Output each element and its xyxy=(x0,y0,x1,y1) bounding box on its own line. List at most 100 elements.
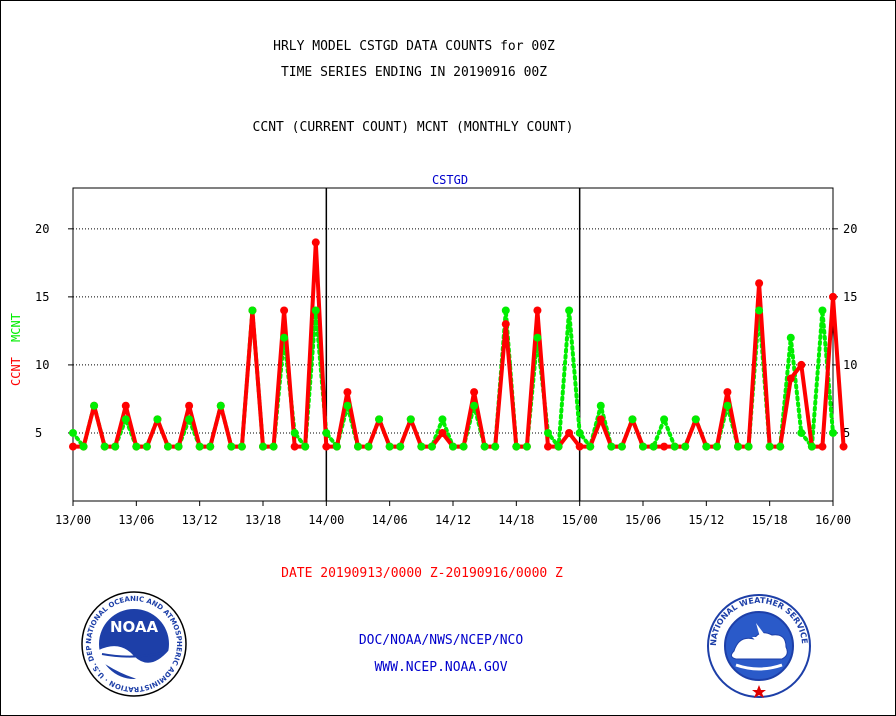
x-tick-label-1: 13/06 xyxy=(118,513,154,527)
mcnt-point-30 xyxy=(385,442,394,451)
mcnt-point-53 xyxy=(628,415,637,424)
ylabel-mcnt: MCNT xyxy=(9,313,23,342)
x-tick-label-4: 14/00 xyxy=(308,513,344,527)
ccnt-point-41 xyxy=(501,320,510,329)
mcnt-point-16 xyxy=(237,442,246,451)
mcnt-point-49 xyxy=(586,442,595,451)
mcnt-point-31 xyxy=(396,442,405,451)
footer-url[interactable]: WWW.NCEP.NOAA.GOV xyxy=(374,660,508,675)
ccnt-point-71 xyxy=(818,442,827,451)
mcnt-point-13 xyxy=(206,442,215,451)
title-line-2: TIME SERIES ENDING IN 20190916 00Z xyxy=(280,65,548,80)
ccnt-point-62 xyxy=(723,388,732,397)
mcnt-point-42 xyxy=(512,442,521,451)
mcnt-point-69 xyxy=(797,428,806,437)
mcnt-point-14 xyxy=(216,401,225,410)
mcnt-point-68 xyxy=(786,333,795,342)
y-tick-left-10: 10 xyxy=(35,358,49,372)
mcnt-point-0 xyxy=(69,428,77,437)
x-tick-label-2: 13/12 xyxy=(182,513,218,527)
ccnt-point-47 xyxy=(565,428,574,437)
mcnt-point-64 xyxy=(744,442,753,451)
mcnt-point-66 xyxy=(765,442,774,451)
mcnt-point-48 xyxy=(575,428,584,437)
mcnt-point-60 xyxy=(702,442,711,451)
axes xyxy=(68,187,838,506)
mcnt-point-59 xyxy=(691,415,700,424)
mcnt-point-34 xyxy=(427,442,436,451)
y-axis-labels: CCNT MCNT xyxy=(9,313,23,386)
mcnt-point-55 xyxy=(649,442,658,451)
mcnt-point-15 xyxy=(227,442,236,451)
x-tick-label-5: 14/06 xyxy=(372,513,408,527)
ccnt-point-45 xyxy=(544,442,552,451)
mcnt-point-50 xyxy=(596,401,605,410)
mcnt-point-47 xyxy=(565,306,574,315)
mcnt-point-40 xyxy=(491,442,500,451)
mcnt-point-72 xyxy=(829,428,837,437)
x-tick-label-6: 14/12 xyxy=(435,513,471,527)
mcnt-point-25 xyxy=(332,442,341,451)
x-tick-label-11: 15/18 xyxy=(752,513,788,527)
mcnt-point-24 xyxy=(322,428,331,437)
tick-labels: 5 5 10 10 15 15 20 20 13/00 13/06 13/12 13/18 14/00 1… xyxy=(35,222,857,527)
y-tick-right-5: 5 xyxy=(843,426,850,440)
mcnt-point-39 xyxy=(480,442,489,451)
mcnt-point-37 xyxy=(459,442,468,451)
mcnt-point-26 xyxy=(343,401,352,410)
x-tick-label-0: 13/00 xyxy=(55,513,91,527)
mcnt-point-61 xyxy=(712,442,721,451)
mcnt-point-70 xyxy=(807,442,816,451)
ccnt-point-38 xyxy=(470,388,479,397)
mcnt-point-41 xyxy=(501,306,510,315)
ccnt-point-56 xyxy=(660,442,669,451)
plot-label: CSTGD xyxy=(432,173,468,187)
mcnt-point-35 xyxy=(438,415,447,424)
ccnt-point-72 xyxy=(829,292,837,301)
mcnt-point-22 xyxy=(301,442,310,451)
ccnt-point-73 xyxy=(839,442,848,451)
ccnt-point-48 xyxy=(575,442,584,451)
mcnt-point-8 xyxy=(153,415,162,424)
x-tick-label-7: 14/18 xyxy=(498,513,534,527)
mcnt-series-points xyxy=(69,306,837,451)
mcnt-point-19 xyxy=(269,442,278,451)
ccnt-point-11 xyxy=(185,401,194,410)
footer-org: DOC/NOAA/NWS/NCEP/NCO xyxy=(358,633,524,648)
mcnt-point-27 xyxy=(354,442,362,451)
y-tick-left-5: 5 xyxy=(35,426,42,440)
mcnt-point-18 xyxy=(259,442,267,451)
ccnt-point-26 xyxy=(343,388,352,397)
x-tick-label-9: 15/06 xyxy=(625,513,661,527)
mcnt-point-46 xyxy=(554,442,563,451)
svg-text:NOAA: NOAA xyxy=(110,618,159,636)
mcnt-point-9 xyxy=(164,442,172,451)
mcnt-point-10 xyxy=(174,442,183,451)
y-tick-left-20: 20 xyxy=(35,222,49,236)
mcnt-point-21 xyxy=(290,428,299,437)
ccnt-point-50 xyxy=(596,415,605,424)
ccnt-point-24 xyxy=(322,442,331,451)
ccnt-point-5 xyxy=(121,401,130,410)
mcnt-point-45 xyxy=(544,428,552,437)
mcnt-point-6 xyxy=(132,442,141,451)
mcnt-point-11 xyxy=(185,415,194,424)
mcnt-point-33 xyxy=(417,442,426,451)
mcnt-point-2 xyxy=(90,401,99,410)
x-tick-label-10: 15/12 xyxy=(688,513,724,527)
y-tick-right-15: 15 xyxy=(843,290,857,304)
plot-border xyxy=(72,187,834,502)
y-tick-right-10: 10 xyxy=(843,358,857,372)
title-line-1: HRLY MODEL CSTGD DATA COUNTS for 00Z xyxy=(273,39,555,54)
mcnt-point-65 xyxy=(755,306,764,315)
mcnt-point-12 xyxy=(195,442,204,451)
ylabel-ccnt: CCNT xyxy=(9,357,23,386)
mcnt-point-4 xyxy=(111,442,120,451)
mcnt-point-57 xyxy=(670,442,679,451)
mcnt-point-7 xyxy=(142,442,151,451)
mcnt-point-56 xyxy=(660,415,669,424)
mcnt-point-44 xyxy=(533,333,542,342)
mcnt-point-3 xyxy=(100,442,109,451)
mcnt-point-54 xyxy=(639,442,647,451)
mcnt-point-17 xyxy=(248,306,257,315)
